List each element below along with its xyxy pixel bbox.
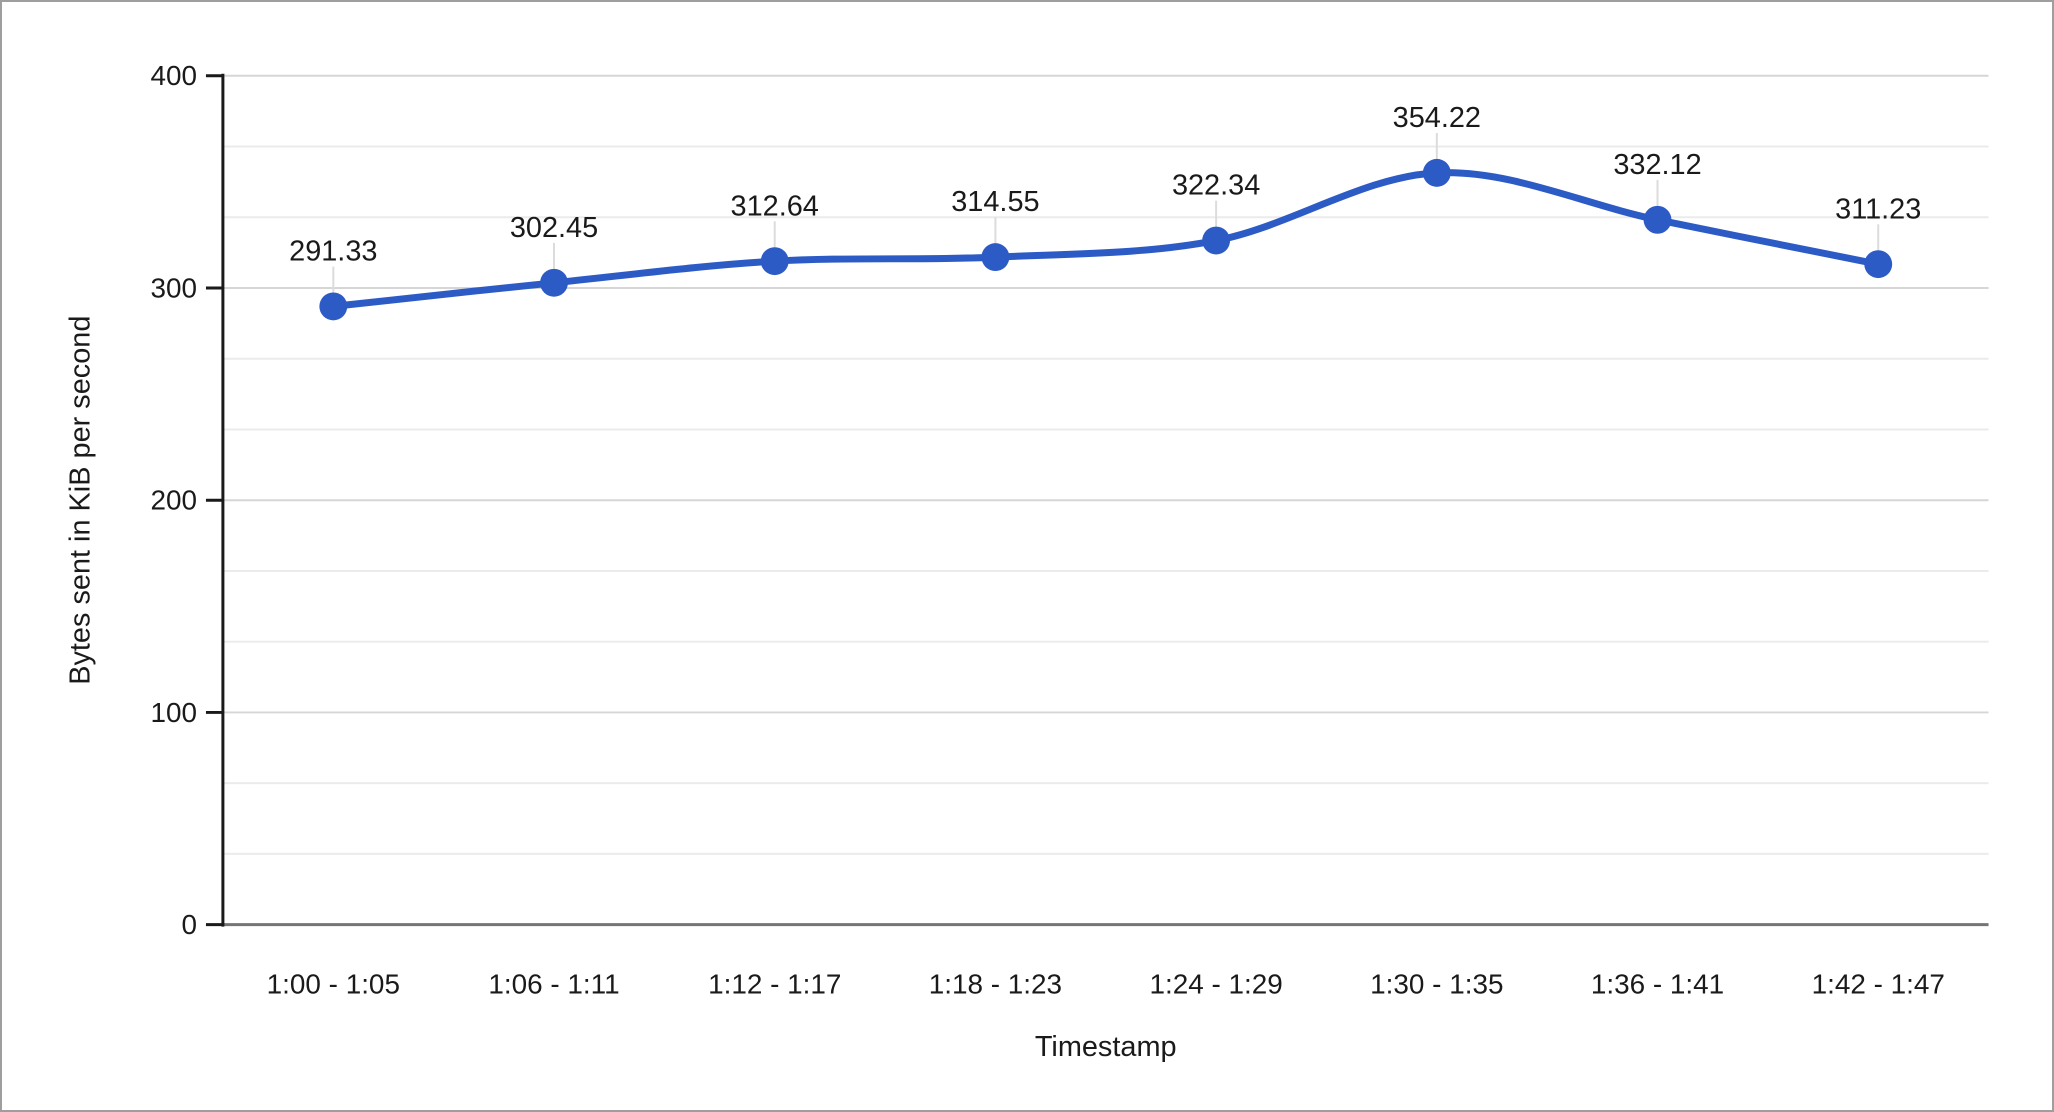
data-point-marker <box>1202 226 1231 255</box>
data-point-marker <box>981 243 1010 272</box>
x-category-label: 1:18 - 1:23 <box>929 968 1062 999</box>
data-point-label: 312.64 <box>731 190 819 222</box>
data-point-marker <box>1422 158 1451 187</box>
data-point-label: 354.22 <box>1393 102 1481 134</box>
data-point-marker <box>540 268 568 297</box>
data-point-label: 314.55 <box>951 186 1039 218</box>
data-point-marker <box>1643 205 1672 234</box>
series-path <box>329 169 1882 310</box>
y-axis-title: Bytes sent in KiB per second <box>64 316 96 685</box>
y-tick-label: 200 <box>150 485 197 516</box>
x-category-label: 1:36 - 1:41 <box>1591 968 1724 999</box>
x-category-label: 1:00 - 1:05 <box>267 968 400 999</box>
data-point-marker <box>760 247 789 276</box>
data-point-label: 322.34 <box>1172 170 1260 202</box>
axes: 0 100 200 300 400 1:00 - 1:05 1:06 - 1:11 1:12 … <box>150 60 1944 999</box>
y-tick-label: 400 <box>150 60 197 91</box>
x-category-label: 1:12 - 1:17 <box>708 968 841 999</box>
x-axis-title: Timestamp <box>1035 1031 1177 1063</box>
data-point-label: 311.23 <box>1835 193 1921 225</box>
x-category-label: 1:42 - 1:47 <box>1812 968 1945 999</box>
data-point-marker <box>1864 250 1893 279</box>
x-category-label: 1:30 - 1:35 <box>1370 968 1503 999</box>
gridlines <box>222 74 1989 927</box>
y-tick-label: 0 <box>181 909 197 940</box>
x-category-label: 1:24 - 1:29 <box>1149 968 1282 999</box>
data-point-label: 332.12 <box>1613 149 1701 181</box>
x-category-label: 1:06 - 1:11 <box>488 968 619 999</box>
data-point-label: 302.45 <box>510 212 598 244</box>
y-tick-label: 300 <box>150 272 197 303</box>
data-labels-layer: 291.33 302.45 312.64 314.55 322.34 354.22 332.… <box>289 102 1921 268</box>
data-point-label: 291.33 <box>289 236 377 268</box>
y-tick-label: 100 <box>150 697 197 728</box>
data-point-marker <box>319 292 348 321</box>
series-layer <box>319 133 1893 321</box>
